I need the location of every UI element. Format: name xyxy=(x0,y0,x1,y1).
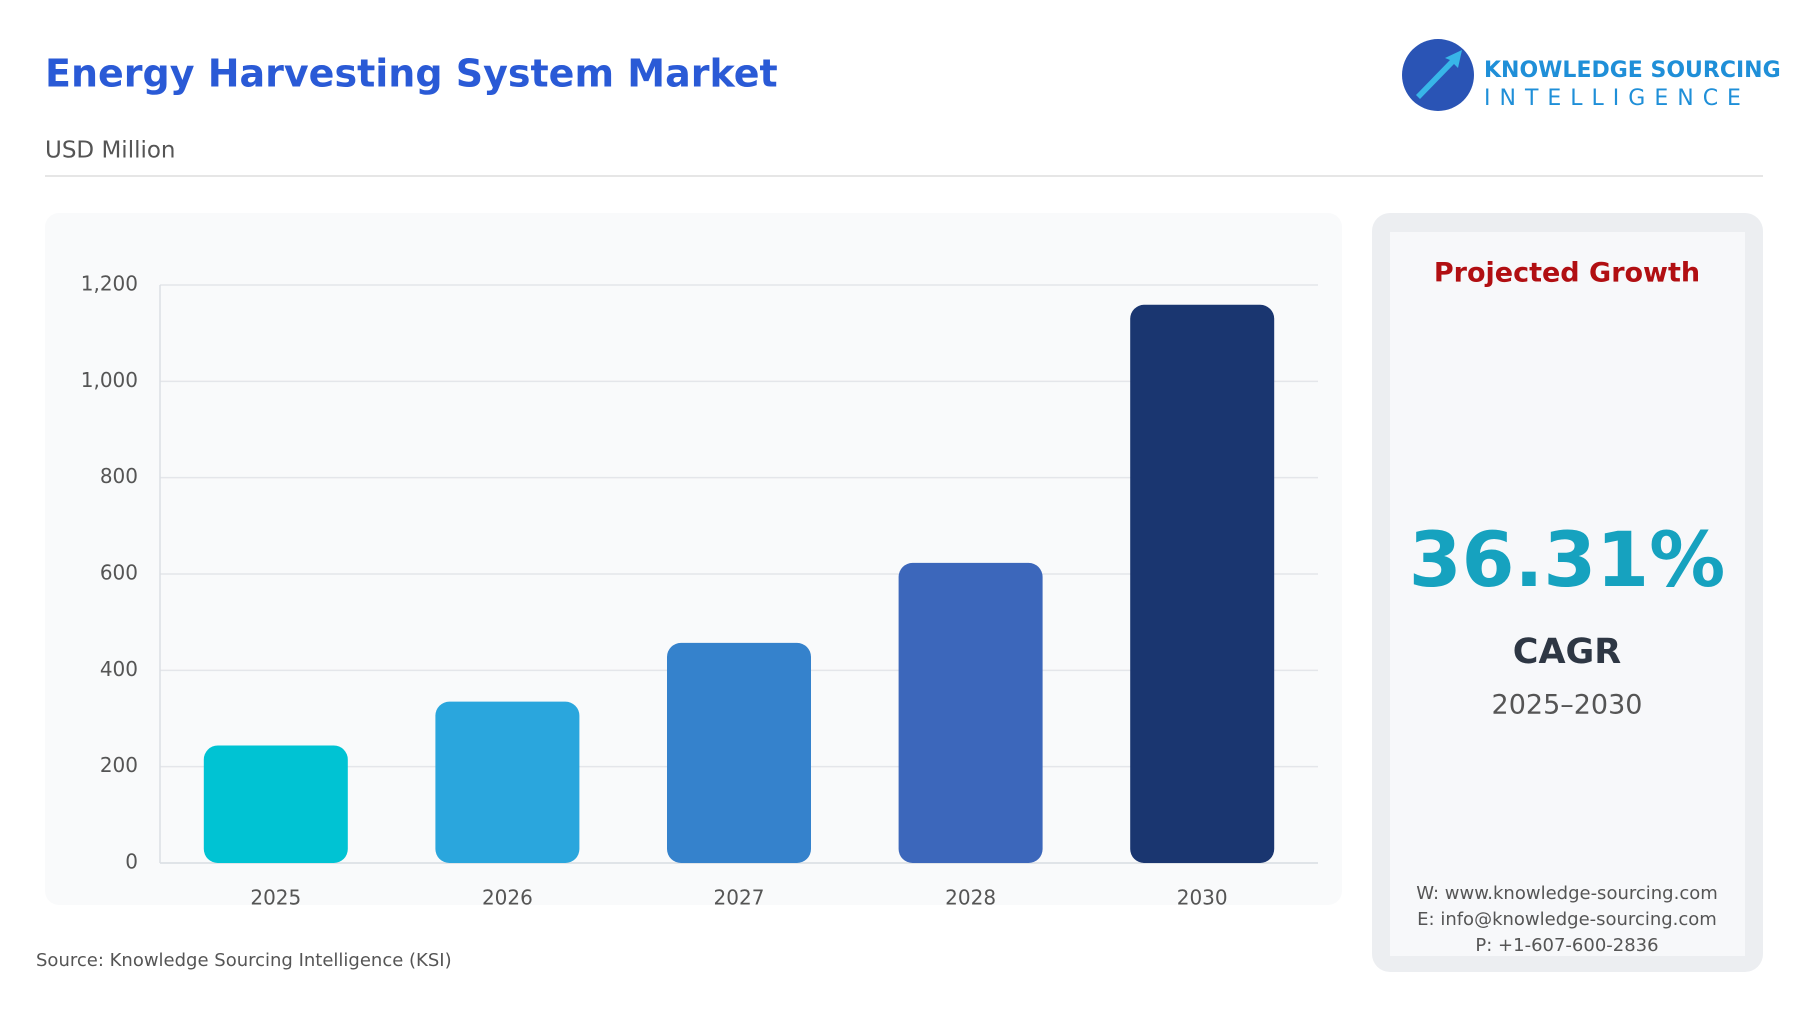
contact-web: W: www.knowledge-sourcing.com xyxy=(1416,883,1718,904)
contact-phone: P: +1-607-600-2836 xyxy=(1475,935,1658,956)
y-tick-label: 400 xyxy=(100,657,138,681)
y-tick-label: 200 xyxy=(100,753,138,777)
y-tick-label: 800 xyxy=(100,464,138,488)
subtitle: USD Million xyxy=(45,138,176,164)
cagr-period: 2025–2030 xyxy=(1492,690,1643,721)
x-tick-label: 2026 xyxy=(482,886,533,910)
bar xyxy=(667,642,811,863)
logo-arrow xyxy=(1416,50,1462,99)
bar xyxy=(203,745,348,863)
bar xyxy=(1130,304,1275,864)
y-tick-label: 1,200 xyxy=(81,272,138,296)
plot: 0 200 400 600 800 1,000 1,200 2025 2026 2027 2028 2… xyxy=(81,272,1318,910)
x-tick-label: 2025 xyxy=(250,886,301,910)
contact-email: E: info@knowledge-sourcing.com xyxy=(1417,909,1717,930)
panel-heading: Projected Growth xyxy=(1434,258,1700,289)
logo-text: INTELLIGENCE xyxy=(1484,86,1750,111)
y-tick-label: 0 xyxy=(125,850,138,874)
page-title: Energy Harvesting System Market xyxy=(45,52,778,96)
logo: KNOWLEDGE SOURCING INTELLIGENCE xyxy=(1402,39,1781,111)
bar xyxy=(435,701,580,863)
bar xyxy=(898,562,1043,863)
x-tick-label: 2027 xyxy=(714,886,765,910)
y-tick-label: 600 xyxy=(100,561,138,585)
logo-text: KNOWLEDGE SOURCING xyxy=(1484,58,1781,83)
side-panel-inner xyxy=(1390,232,1745,956)
x-tick-label: 2028 xyxy=(945,886,996,910)
cagr-label: CAGR xyxy=(1513,632,1622,672)
source: Source: Knowledge Sourcing Intelligence … xyxy=(36,950,452,971)
x-tick-label: 2030 xyxy=(1177,886,1228,910)
y-tick-label: 1,000 xyxy=(81,368,138,392)
cagr-value: 36.31% xyxy=(1409,515,1726,604)
